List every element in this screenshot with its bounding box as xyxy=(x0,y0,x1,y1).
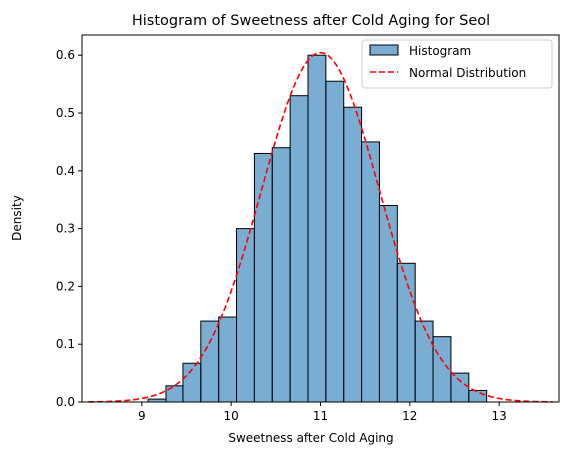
histogram-bar xyxy=(414,320,434,403)
histogram-bar xyxy=(396,262,416,403)
y-tick-label: 0.6 xyxy=(56,48,75,62)
histogram-bar xyxy=(307,54,327,403)
y-tick-label: 0.4 xyxy=(56,164,75,178)
legend-box xyxy=(361,39,553,89)
histogram-bar xyxy=(218,316,238,403)
histogram-bar xyxy=(378,204,398,403)
y-tick-label: 0.0 xyxy=(56,395,75,409)
legend: Histogram Normal Distribution xyxy=(361,39,553,89)
y-axis-label: Density xyxy=(10,195,24,241)
histogram-bar xyxy=(200,320,220,403)
histogram-bar xyxy=(343,106,363,403)
y-tick-label: 0.3 xyxy=(56,222,75,236)
histogram-bar xyxy=(468,389,488,403)
x-axis-ticks: 9 10 11 12 13 xyxy=(138,402,507,423)
x-tick-label: 13 xyxy=(492,409,507,423)
x-tick-label: 10 xyxy=(224,409,239,423)
histogram-bar xyxy=(289,95,309,403)
x-tick-label: 12 xyxy=(402,409,417,423)
normal-curve-layer xyxy=(88,51,553,403)
normal-distribution-line xyxy=(88,51,553,403)
x-tick-label: 11 xyxy=(313,409,328,423)
y-tick-label: 0.1 xyxy=(56,337,75,351)
histogram-bar xyxy=(450,372,470,403)
y-tick-label: 0.5 xyxy=(56,106,75,120)
histogram-bar xyxy=(325,80,345,403)
legend-histogram-swatch xyxy=(369,44,399,56)
histogram-bar xyxy=(271,147,291,403)
chart-title: Histogram of Sweetness after Cold Aging … xyxy=(132,13,490,29)
y-tick-label: 0.2 xyxy=(56,279,75,293)
legend-histogram-label: Histogram xyxy=(409,44,471,58)
legend-normal-label: Normal Distribution xyxy=(409,66,526,80)
histogram-bar xyxy=(253,152,273,403)
histogram-bar xyxy=(236,228,255,403)
histogram-bar xyxy=(165,385,184,403)
x-axis-label: Sweetness after Cold Aging xyxy=(228,431,393,445)
histogram-bars xyxy=(147,54,488,403)
x-tick-label: 9 xyxy=(138,409,146,423)
y-axis-ticks: 0.0 0.1 0.2 0.3 0.4 0.5 0.6 xyxy=(56,48,82,409)
